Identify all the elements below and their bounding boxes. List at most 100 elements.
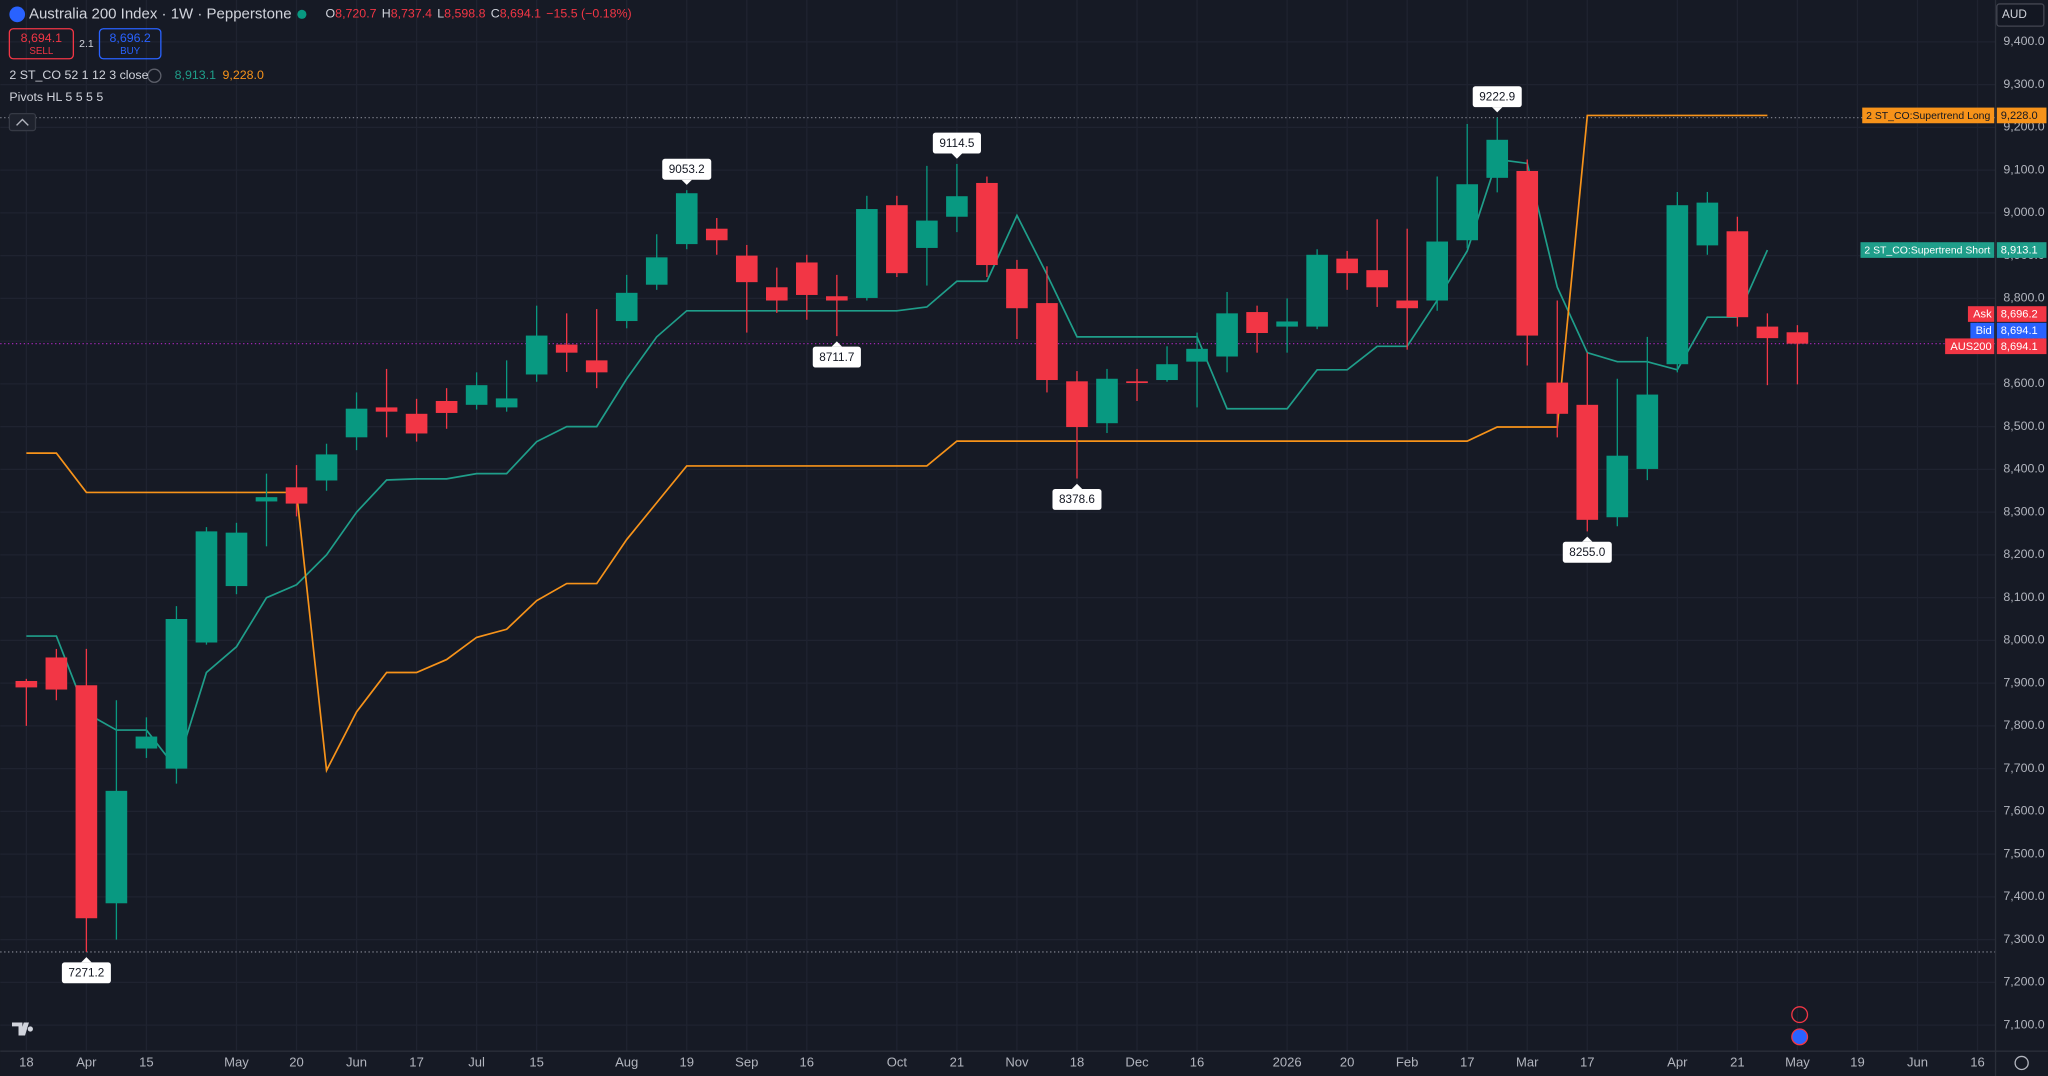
candle-body	[525, 335, 548, 375]
candle-body	[15, 680, 38, 688]
axis-price-tag-label: 8,913.1	[2001, 245, 2038, 257]
candle-body	[45, 657, 68, 690]
header-text: 8,598.8	[444, 7, 485, 21]
pivot-pointer	[1071, 483, 1083, 489]
candle-body	[1426, 241, 1449, 301]
y-tick-label: 9,100.0	[2003, 162, 2044, 176]
x-tick-label: Apr	[1667, 1054, 1688, 1069]
candle-body	[675, 193, 698, 245]
x-tick-label: 17	[1580, 1054, 1595, 1069]
x-tick-label: Apr	[76, 1054, 97, 1069]
candle-body	[1126, 381, 1148, 384]
axis-price-tag	[1996, 107, 2047, 124]
sell-button[interactable]	[8, 28, 75, 60]
pivot-label: 9053.2	[669, 163, 705, 176]
y-tick-label: 8,600.0	[2003, 376, 2044, 390]
indicator-name-tag	[1860, 242, 1995, 258]
candle-body	[1306, 254, 1328, 327]
x-tick-label: 19	[1850, 1054, 1865, 1069]
y-tick-label: 7,600.0	[2003, 804, 2044, 818]
y-tick-label: 7,700.0	[2003, 761, 2044, 775]
pivot-pointer	[681, 179, 692, 185]
candle-body	[1336, 258, 1358, 274]
indicator-name-tag-label: 2 ST_CO:Supertrend Short	[1864, 245, 1990, 256]
market-status[interactable]	[297, 9, 307, 19]
x-tick-label: Jul	[468, 1054, 485, 1069]
y-tick-label: 7,500.0	[2003, 846, 2044, 860]
candle-body	[555, 344, 578, 353]
x-tick-label: 15	[139, 1054, 154, 1069]
collapse-button[interactable]	[8, 112, 37, 132]
pivot-label: 9114.5	[939, 137, 975, 150]
y-tick-label: 7,100.0	[2003, 1017, 2044, 1031]
candle-body	[75, 685, 98, 919]
price-tag-name-label: Ask	[1973, 309, 1992, 321]
pivot-label: 7271.2	[68, 967, 104, 980]
y-tick-label: 8,000.0	[2003, 633, 2044, 647]
y-tick-label: 9,000.0	[2003, 205, 2044, 219]
candle-body	[946, 196, 968, 217]
candle-body	[1246, 312, 1268, 334]
axis-price-tag-label: 8,694.1	[2001, 341, 2038, 353]
candle-body	[1516, 170, 1539, 336]
candle-body	[1156, 364, 1178, 381]
pivot-label: 8378.6	[1059, 493, 1095, 506]
candle-body	[645, 257, 668, 285]
x-tick-label: 20	[289, 1054, 304, 1069]
x-tick-label: Mar	[1516, 1054, 1539, 1069]
buy-price: 8,696.2	[109, 31, 150, 45]
header-text: 2 ST_CO 52 1 12 3 close	[9, 68, 148, 82]
candle-body	[856, 209, 878, 298]
pivot-label: 9222.9	[1479, 90, 1515, 103]
candle-body	[1786, 332, 1809, 344]
x-tick-label: May	[1785, 1054, 1810, 1069]
axis-price-tag	[1996, 306, 2047, 322]
candle-body	[705, 228, 728, 241]
x-tick-label: 21	[950, 1054, 965, 1069]
header-text: 8,720.7	[335, 7, 376, 21]
axis-price-tag-label: 8,694.1	[2001, 325, 2038, 337]
y-tick-label: 8,200.0	[2003, 547, 2044, 561]
currency-button[interactable]	[1996, 3, 2045, 27]
supertrend-line	[26, 114, 1768, 774]
indicator-icon[interactable]	[147, 68, 162, 83]
header-text: Australia 200 Index · 1W · Pepperstone	[29, 5, 292, 22]
price-tag-name	[1967, 306, 1995, 322]
spread: 2.1	[79, 39, 94, 50]
candle-body	[285, 487, 308, 504]
event-icon[interactable]	[1791, 1006, 1809, 1024]
candle-body	[1396, 300, 1418, 309]
event-icon[interactable]	[1791, 1028, 1809, 1046]
x-tick-label: 16	[1970, 1054, 1985, 1069]
tv-logo	[11, 1022, 33, 1036]
x-tick-label: Sep	[735, 1054, 758, 1069]
candle-body	[105, 790, 128, 904]
settings-icon[interactable]	[2014, 1055, 2029, 1071]
x-tick-label: Feb	[1396, 1054, 1418, 1069]
y-tick-label: 7,400.0	[2003, 889, 2044, 903]
pivot-pointer	[81, 957, 92, 963]
x-tick-label: 16	[1190, 1054, 1205, 1069]
x-tick-label: Jun	[1907, 1054, 1928, 1069]
candle-body	[405, 413, 428, 434]
pivot-pointer	[951, 153, 963, 159]
candle-body	[1216, 313, 1238, 357]
candle-body	[796, 262, 818, 295]
buy-button[interactable]	[98, 28, 162, 60]
indicator-name: Pivots HL 5 5 5 5	[9, 90, 103, 104]
candle-body	[886, 205, 908, 274]
y-tick-label: 7,300.0	[2003, 932, 2044, 946]
buy-label: BUY	[120, 46, 141, 57]
candle-body	[345, 408, 368, 438]
candle-body	[1546, 382, 1569, 414]
x-tick-label: 18	[19, 1054, 34, 1069]
sell-price: 8,694.1	[21, 31, 62, 45]
y-tick-label: 8,800.0	[2003, 291, 2044, 305]
pivot-label-box	[1052, 488, 1102, 510]
pivot-pointer	[831, 341, 843, 347]
pivot-label: 8711.7	[819, 351, 854, 364]
candle-body	[1366, 270, 1388, 288]
pivot-pointer	[1582, 536, 1593, 542]
pivot-label-box	[932, 132, 981, 154]
